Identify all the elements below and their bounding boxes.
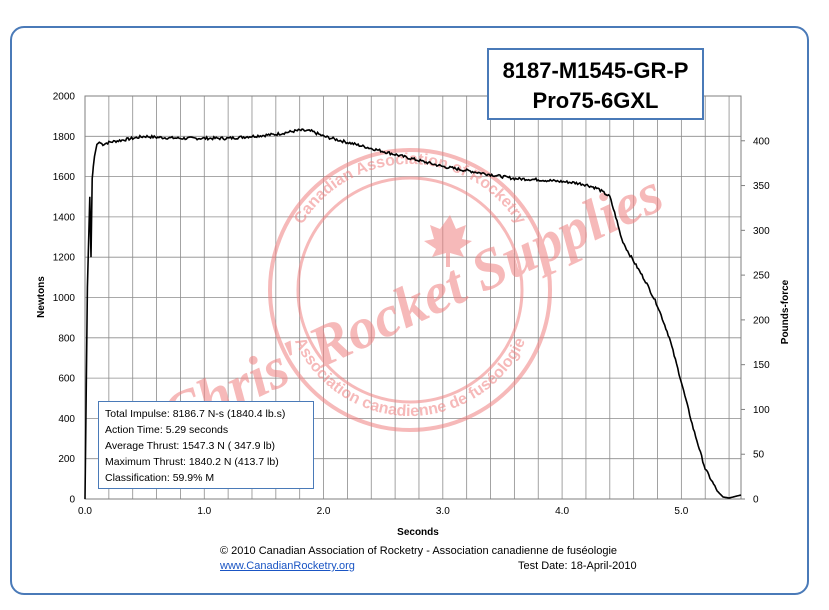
y-tick-label: 600 bbox=[58, 374, 75, 385]
y2-tick-label: 0 bbox=[753, 495, 759, 506]
chart-title: 8187-M1545-GR-P bbox=[502, 58, 689, 83]
y2-tick-label: 150 bbox=[753, 360, 770, 371]
y-tick-label: 0 bbox=[69, 495, 75, 506]
classification: Classification: 59.9% M bbox=[105, 472, 215, 484]
y2-tick-label: 300 bbox=[753, 226, 770, 237]
y-tick-label: 1800 bbox=[53, 132, 76, 143]
action-time: Action Time: 5.29 seconds bbox=[105, 424, 229, 436]
x-tick-label: 5.0 bbox=[674, 506, 688, 517]
y2-tick-label: 200 bbox=[753, 315, 770, 326]
seal-outer-ring bbox=[268, 148, 552, 432]
y-tick-label: 200 bbox=[58, 454, 75, 465]
maple-leaf-icon bbox=[424, 215, 472, 267]
y2-tick-label: 50 bbox=[753, 450, 765, 461]
y2-tick-label: 100 bbox=[753, 405, 770, 416]
chart-frame bbox=[10, 26, 809, 595]
y-tick-label: 1600 bbox=[53, 172, 76, 183]
axis-ticks: 02004006008001000120014001600180020000.0… bbox=[53, 92, 770, 518]
chart-title-box: 8187-M1545-GR-P Pro75-6GXL bbox=[487, 48, 704, 120]
y-tick-label: 1400 bbox=[53, 212, 76, 223]
stats-box: Total Impulse: 8186.7 N-s (1840.4 lb.s) … bbox=[98, 401, 314, 489]
thrust-curve-line bbox=[84, 128, 742, 500]
x-tick-label: 4.0 bbox=[555, 506, 569, 517]
total-impulse: Total Impulse: 8186.7 N-s (1840.4 lb.s) bbox=[105, 408, 286, 420]
footer-copyright: © 2010 Canadian Association of Rocketry … bbox=[220, 545, 618, 557]
y2-tick-label: 400 bbox=[753, 136, 770, 147]
y2-tick-label: 350 bbox=[753, 181, 770, 192]
chart-subtitle: Pro75-6GXL bbox=[532, 88, 659, 113]
y-axis-label: Newtons bbox=[36, 276, 47, 318]
seal-inner-ring bbox=[296, 176, 524, 404]
x-tick-label: 1.0 bbox=[197, 506, 211, 517]
x-tick-label: 2.0 bbox=[317, 506, 331, 517]
maximum-thrust: Maximum Thrust: 1840.2 N (413.7 lb) bbox=[105, 456, 279, 468]
x-tick-label: 3.0 bbox=[436, 506, 450, 517]
footer-link[interactable]: www.CanadianRocketry.org bbox=[220, 560, 355, 572]
x-axis-label: Seconds bbox=[397, 527, 439, 538]
y-tick-label: 800 bbox=[58, 333, 75, 344]
y2-tick-label: 250 bbox=[753, 271, 770, 282]
y2-axis-label: Pounds-force bbox=[780, 279, 791, 344]
x-tick-label: 0.0 bbox=[78, 506, 92, 517]
footer-test-date: Test Date: 18-April-2010 bbox=[518, 560, 637, 572]
average-thrust: Average Thrust: 1547.3 N ( 347.9 lb) bbox=[105, 440, 276, 452]
y-tick-label: 1000 bbox=[53, 293, 76, 304]
plot-border bbox=[84, 95, 742, 500]
y-tick-label: 400 bbox=[58, 414, 75, 425]
y-tick-label: 1200 bbox=[53, 253, 76, 264]
y-tick-label: 2000 bbox=[53, 92, 76, 103]
